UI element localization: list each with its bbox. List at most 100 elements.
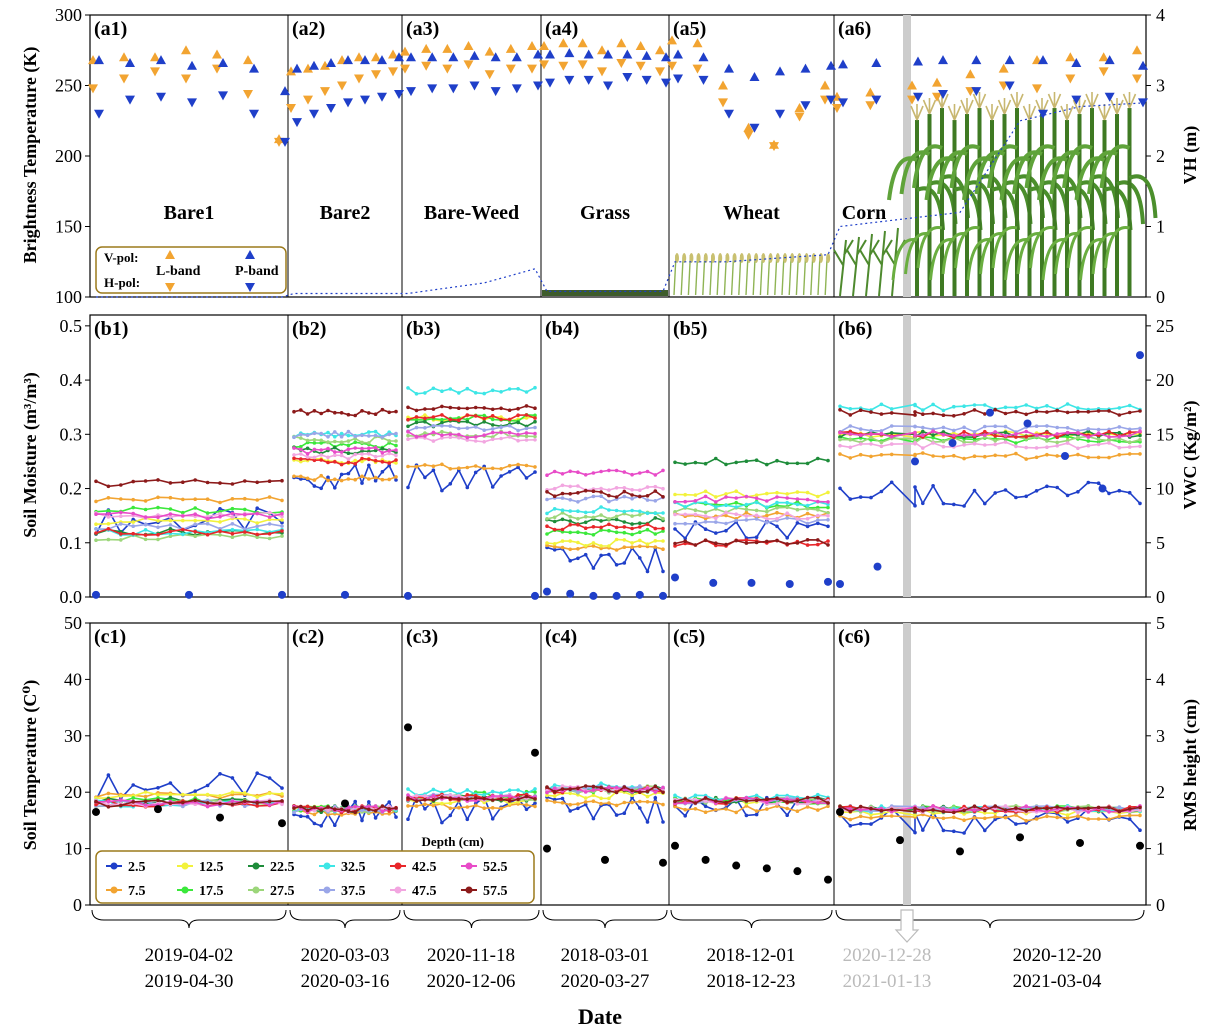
- tb-marker-v-pband: [249, 63, 259, 73]
- bottom-depth-12.5-point: [119, 794, 123, 798]
- middle-depth-47.5-point: [218, 512, 222, 516]
- bottom-depth-7.5-line: [293, 808, 397, 816]
- middle-depth-22.5-point: [568, 519, 572, 523]
- middle-depth-17.5-point: [106, 509, 111, 513]
- bottom-depth-57.5-point: [299, 804, 303, 809]
- vwc-point: [1023, 419, 1032, 428]
- middle-depth-32.5-point: [230, 527, 235, 532]
- middle-depth-32.5-point: [490, 388, 495, 393]
- depth-legend-marker: [110, 886, 118, 894]
- middle-depth-42.5-point: [360, 456, 364, 461]
- middle-depth-12.5-point: [94, 522, 98, 526]
- middle-depth-7.5-point: [373, 475, 378, 480]
- tb-marker-v-lband: [1132, 45, 1142, 55]
- corn-stalk: [1052, 108, 1057, 296]
- bottom-depth-32.5-point: [465, 788, 470, 792]
- period-start-date: 2020-11-18: [427, 945, 515, 966]
- tb-marker-h-pband: [545, 78, 555, 88]
- middle-depth-27.5-point: [630, 514, 634, 518]
- corn-seedling: [833, 239, 854, 297]
- middle-depth-32.5-point: [1045, 404, 1049, 408]
- tb-marker-h-lband: [354, 74, 364, 84]
- middle-depth-12.5-point: [423, 413, 427, 417]
- middle-depth-52.5-point: [962, 433, 966, 438]
- tb-marker-v-pband: [749, 72, 760, 82]
- middle-depth-42.5-point: [622, 525, 627, 529]
- bottom-depth-57.5-point: [1045, 806, 1049, 811]
- middle-depth-7.5-point: [353, 477, 358, 482]
- bottom-depth-7.5-point: [1003, 815, 1008, 820]
- bottom-depth-47.5-point: [703, 799, 708, 803]
- tb-marker-h-lband: [150, 67, 160, 77]
- middle-depth-37.5-point: [524, 426, 529, 431]
- middle-depth-52.5-point: [292, 446, 296, 450]
- bottom-depth-52.5-point: [785, 797, 789, 802]
- bottom-left-tick-label: 20: [64, 782, 82, 802]
- grass-strip: [542, 290, 668, 296]
- depth-legend-label: 47.5: [412, 884, 437, 899]
- middle-depth-42.5-point: [744, 538, 749, 542]
- tb-marker-h-lband: [484, 70, 495, 80]
- middle-depth-37.5-point: [346, 429, 351, 434]
- bottom-depth-57.5-point: [1034, 806, 1039, 810]
- tb-marker-h-pband: [800, 101, 811, 111]
- bottom-depth-7.5-point: [879, 814, 884, 819]
- bottom-depth-2.5-line: [95, 772, 283, 801]
- tb-marker-h-pband: [326, 104, 336, 114]
- middle-depth-2.5-point: [673, 527, 677, 531]
- middle-depth-37.5-point: [754, 517, 759, 521]
- tb-marker-h-pband: [511, 84, 522, 94]
- middle-depth-7.5-point: [568, 547, 572, 552]
- bottom-depth-57.5-point: [785, 800, 789, 804]
- middle-depth-37.5-point: [414, 425, 419, 430]
- middle-depth-52.5-line: [839, 430, 1141, 438]
- wheat-head: [725, 253, 730, 263]
- middle-depth-17.5-point: [1117, 439, 1122, 444]
- middle-depth-52.5-point: [367, 446, 371, 451]
- bottom-depth-7.5-point: [630, 800, 634, 805]
- middle-depth-37.5-point: [499, 425, 503, 430]
- middle-depth-42.5-point: [119, 532, 123, 536]
- bottom-depth-57.5-point: [583, 784, 588, 788]
- middle-depth-42.5-point: [394, 458, 398, 462]
- middle-depth-32.5-point: [181, 532, 185, 536]
- middle-depth-22.5-point: [638, 521, 642, 525]
- middle-depth-52.5-point: [230, 511, 235, 516]
- bottom-depth-12.5-point: [583, 796, 588, 800]
- tb-marker-v-lband: [558, 38, 569, 48]
- middle-depth-7.5-point: [243, 496, 247, 501]
- bottom-depth-57.5-point: [1065, 807, 1070, 811]
- middle-depth-27.5-point: [1138, 437, 1142, 442]
- bottom-depth-42.5-point: [983, 804, 987, 809]
- middle-depth-57.5-point: [921, 412, 925, 417]
- middle-depth-2.5-point: [724, 528, 728, 533]
- middle-depth-37.5-point: [193, 522, 197, 527]
- middle-depth-57.5-point: [673, 541, 677, 546]
- middle-depth-22.5-point: [630, 522, 634, 526]
- middle-depth-47.5-point: [622, 486, 627, 490]
- bottom-subplot-label: (c2): [292, 626, 324, 648]
- bottom-depth-2.5-point: [218, 772, 222, 776]
- middle-depth-32.5-point: [423, 391, 427, 395]
- depth-legend-marker: [110, 862, 118, 870]
- bottom-depth-22.5-point: [168, 795, 173, 800]
- middle-depth-52.5-line: [407, 431, 536, 439]
- bottom-depth-2.5-point: [333, 823, 337, 827]
- bottom-depth-32.5-point: [693, 793, 698, 798]
- middle-depth-57.5-point: [714, 541, 718, 545]
- bottom-depth-32.5-line: [674, 793, 829, 802]
- bottom-subplot-label: (c5): [673, 626, 705, 648]
- tb-marker-v-lband: [484, 46, 495, 56]
- wheat-head: [768, 253, 773, 263]
- middle-depth-7.5-point: [962, 456, 966, 461]
- middle-depth-47.5-point: [913, 440, 917, 445]
- middle-depth-27.5-point: [1096, 437, 1101, 442]
- bottom-depth-2.5-point: [993, 817, 997, 822]
- middle-depth-12.5-point: [591, 541, 596, 545]
- middle-depth-52.5-line: [95, 511, 283, 520]
- tb-marker-h-lband: [1098, 67, 1109, 77]
- middle-depth-37.5-point: [1096, 427, 1101, 432]
- bottom-depth-12.5-point: [983, 811, 987, 815]
- middle-depth-12.5-point: [193, 518, 197, 523]
- middle-depth-57.5-point: [143, 479, 148, 483]
